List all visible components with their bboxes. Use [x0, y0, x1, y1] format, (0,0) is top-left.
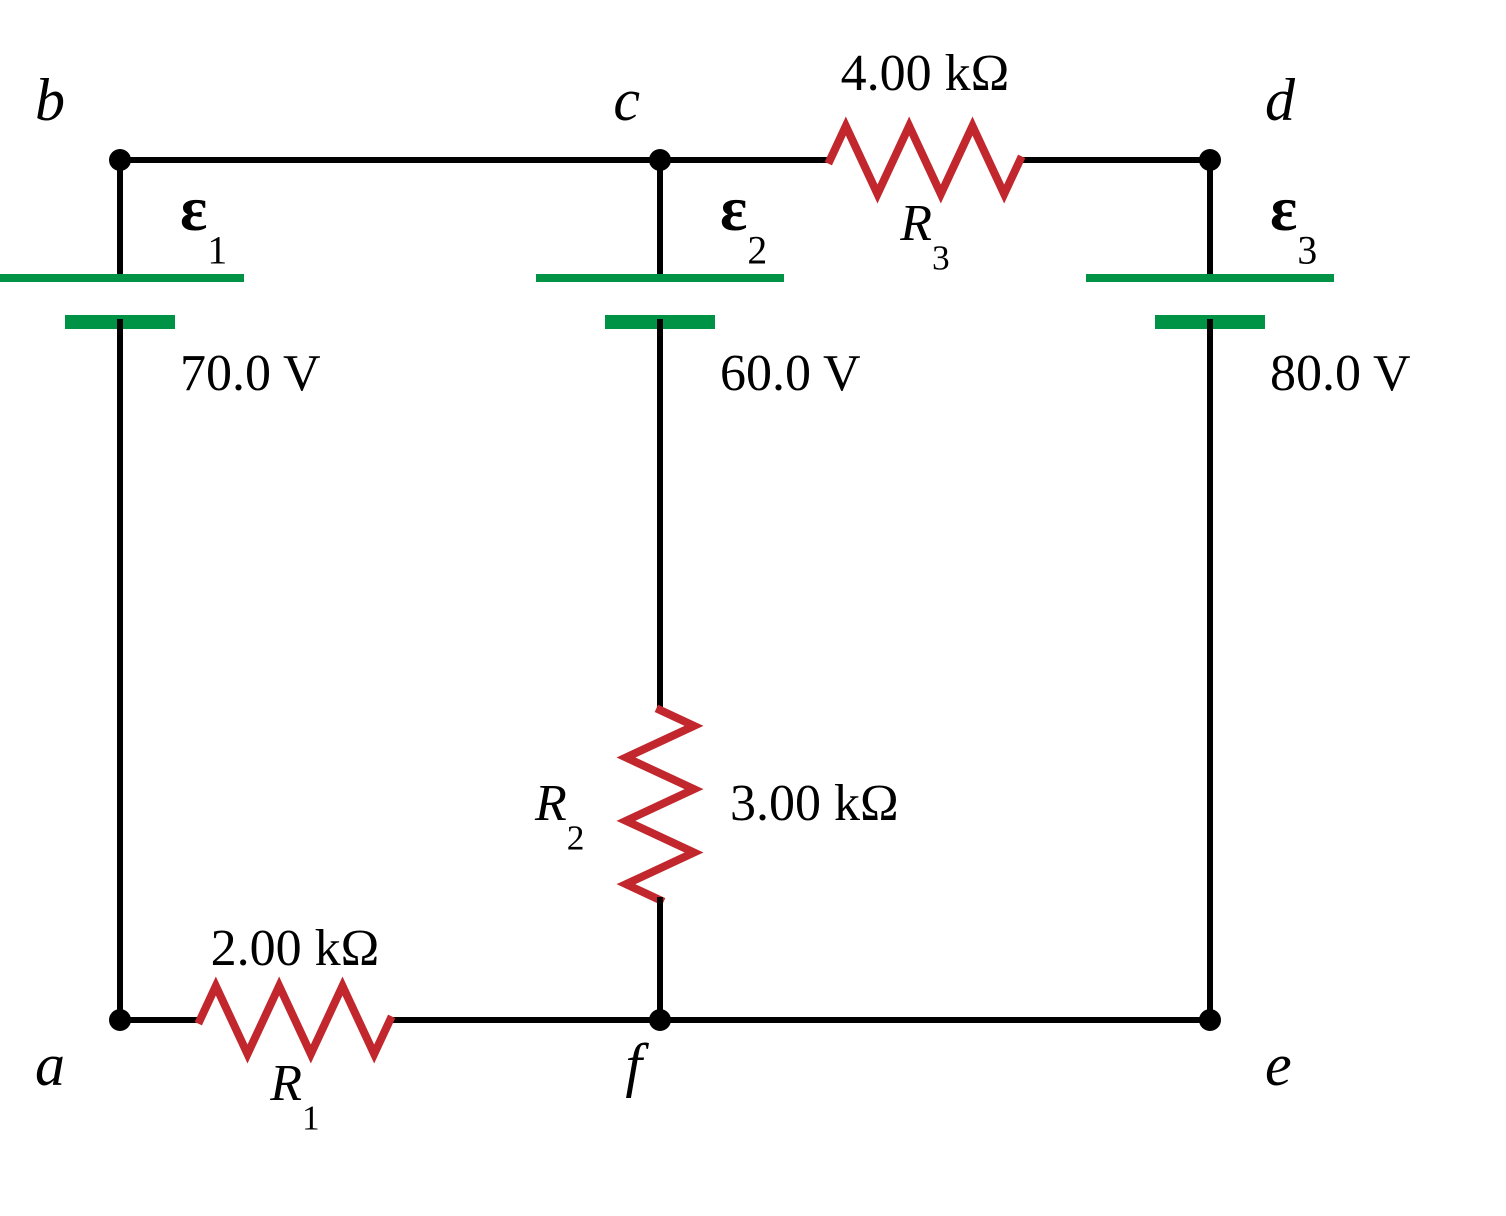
node-label-a: a	[35, 1032, 65, 1098]
resistor-r1-value: 2.00 kΩ	[211, 920, 380, 977]
node-a	[109, 1009, 131, 1031]
circuit-diagram: ε1 70.0 V ε2 60.0 V ε3 80.0 V 2.00 kΩ R1 4.00 kΩ…	[0, 0, 1506, 1216]
emf-label-e1: ε1	[180, 173, 227, 273]
node-label-e: e	[1265, 1032, 1292, 1098]
emf-value-e3: 80.0 V	[1270, 345, 1411, 402]
resistor-r2-value: 3.00 kΩ	[730, 775, 899, 832]
node-label-c: c	[613, 67, 640, 133]
node-label-f: f	[625, 1032, 649, 1098]
node-label-b: b	[35, 67, 65, 133]
emf-value-e2: 60.0 V	[720, 345, 861, 402]
node-b	[109, 149, 131, 171]
resistor-r3	[830, 126, 1020, 194]
resistor-r2	[626, 710, 694, 900]
emf-value-e1: 70.0 V	[180, 345, 321, 402]
emf-label-e2: ε2	[720, 173, 767, 273]
resistor-r1	[200, 986, 390, 1054]
resistor-r3-value: 4.00 kΩ	[841, 45, 1010, 102]
resistor-r1-label: R1	[269, 1055, 319, 1137]
node-c	[649, 149, 671, 171]
emf-label-e3: ε3	[1270, 173, 1317, 273]
node-label-d: d	[1265, 67, 1296, 133]
node-d	[1199, 149, 1221, 171]
resistor-r2-label: R2	[534, 775, 584, 857]
node-f	[649, 1009, 671, 1031]
resistor-r3-label: R3	[899, 195, 949, 277]
node-e	[1199, 1009, 1221, 1031]
